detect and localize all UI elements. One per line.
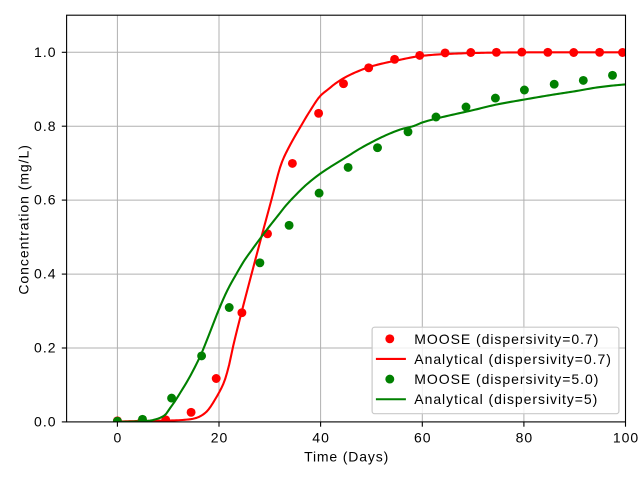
svg-text:40: 40 bbox=[312, 429, 330, 445]
svg-text:100: 100 bbox=[613, 429, 639, 445]
svg-text:0.2: 0.2 bbox=[34, 340, 56, 356]
svg-text:Analytical (dispersivity=0.7): Analytical (dispersivity=0.7) bbox=[414, 351, 612, 367]
svg-text:0.8: 0.8 bbox=[34, 118, 56, 134]
svg-text:0.6: 0.6 bbox=[34, 192, 56, 208]
svg-text:0.4: 0.4 bbox=[34, 266, 56, 282]
svg-text:0.0: 0.0 bbox=[34, 413, 56, 429]
svg-text:0: 0 bbox=[114, 429, 123, 445]
svg-text:80: 80 bbox=[516, 429, 534, 445]
svg-text:20: 20 bbox=[211, 429, 229, 445]
svg-text:1.0: 1.0 bbox=[34, 44, 56, 60]
svg-text:MOOSE (dispersivity=0.7): MOOSE (dispersivity=0.7) bbox=[414, 331, 599, 347]
svg-text:MOOSE (dispersivity=5.0): MOOSE (dispersivity=5.0) bbox=[414, 371, 599, 387]
svg-text:60: 60 bbox=[414, 429, 432, 445]
svg-text:Analytical (dispersivity=5): Analytical (dispersivity=5) bbox=[414, 391, 598, 407]
svg-text:Concentration (mg/L): Concentration (mg/L) bbox=[16, 144, 32, 295]
svg-text:Time (Days): Time (Days) bbox=[304, 449, 389, 465]
